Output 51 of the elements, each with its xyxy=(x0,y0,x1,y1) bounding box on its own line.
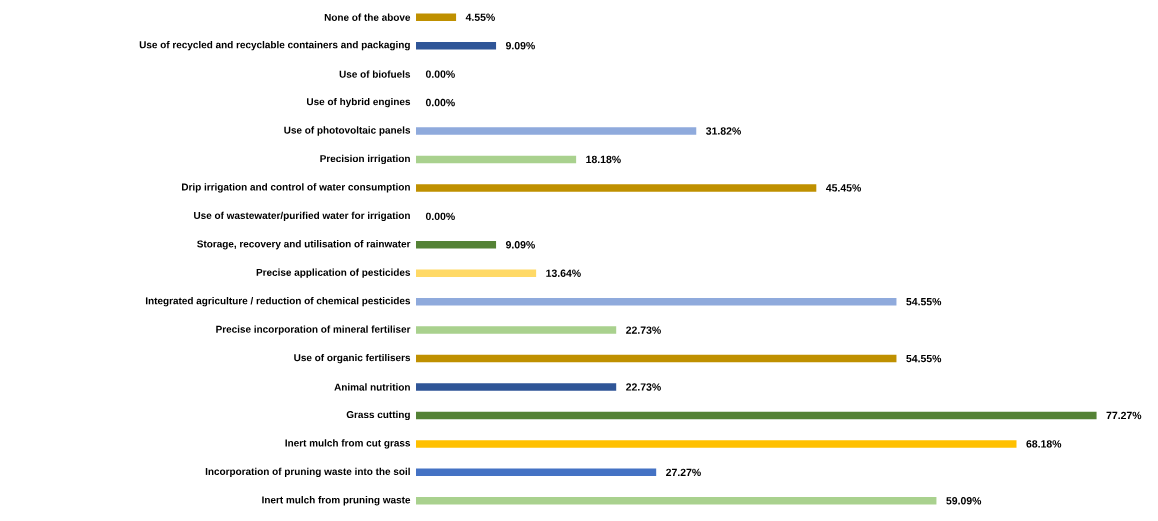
data-label: 4.55% xyxy=(465,13,495,21)
bar xyxy=(416,411,1097,420)
y-tick-label: None of the above xyxy=(324,13,411,21)
y-tick-label: Storage, recovery and utilisation of rainwater xyxy=(197,240,411,250)
y-tick-label: Incorporation of pruning waste into the soil xyxy=(205,467,410,477)
y-tick-label: Drip irrigation and control of water consumption xyxy=(182,183,410,193)
bar xyxy=(416,241,497,249)
data-label: 59.09% xyxy=(946,497,982,505)
data-label: 9.09% xyxy=(505,41,535,50)
data-label: 31.82% xyxy=(706,127,741,135)
data-label: 0.00% xyxy=(425,70,455,78)
bar xyxy=(416,440,1017,448)
bar xyxy=(416,269,537,277)
y-tick-label: Precise application of pesticides xyxy=(256,268,411,278)
y-tick-label: Precise incorporation of mineral fertiliser xyxy=(216,325,411,335)
bar xyxy=(416,383,617,391)
y-tick-label: Use of recycled and recyclable containers and packaging xyxy=(139,41,410,51)
y-tick-label: Use of photovoltaic panels xyxy=(284,126,411,136)
y-tick-label: Animal nutrition xyxy=(334,383,410,391)
y-tick-label: Integrated agriculture / reduction of chemical pesticides xyxy=(145,297,411,307)
data-label: 18.18% xyxy=(586,155,621,164)
bar xyxy=(416,497,937,505)
data-label: 9.09% xyxy=(505,241,535,249)
y-tick-label: Grass cutting xyxy=(346,410,410,421)
y-tick-label: Inert mulch from pruning waste xyxy=(262,496,411,506)
y-tick-label: Use of hybrid engines xyxy=(307,97,411,108)
y-tick-label: Inert mulch from cut grass xyxy=(285,439,411,449)
bar xyxy=(416,354,897,363)
bar xyxy=(416,326,617,334)
bar xyxy=(416,297,897,306)
data-label: 45.45% xyxy=(825,184,862,192)
bar xyxy=(416,155,577,164)
data-label: 27.27% xyxy=(666,468,701,477)
y-tick-label: Precision irrigation xyxy=(320,154,410,165)
data-label: 13.64% xyxy=(546,269,581,277)
y-tick-label: Use of wastewater/purified water for irrigation xyxy=(194,211,410,221)
data-label: 0.00% xyxy=(425,212,455,221)
data-label: 0.00% xyxy=(425,98,455,107)
bar xyxy=(416,41,497,50)
bar xyxy=(416,468,657,477)
bar xyxy=(416,184,817,192)
y-tick-label: Use of biofuels xyxy=(339,70,411,78)
data-label: 22.73% xyxy=(626,326,661,334)
y-tick-label: Use of organic fertilisers xyxy=(294,353,411,364)
data-label: 68.18% xyxy=(1026,440,1062,448)
bar xyxy=(416,127,697,135)
data-label: 77.27% xyxy=(1106,411,1142,420)
data-label: 22.73% xyxy=(626,383,661,391)
data-label: 54.55% xyxy=(906,354,942,363)
data-label: 54.55% xyxy=(906,297,942,306)
bar xyxy=(416,13,457,21)
